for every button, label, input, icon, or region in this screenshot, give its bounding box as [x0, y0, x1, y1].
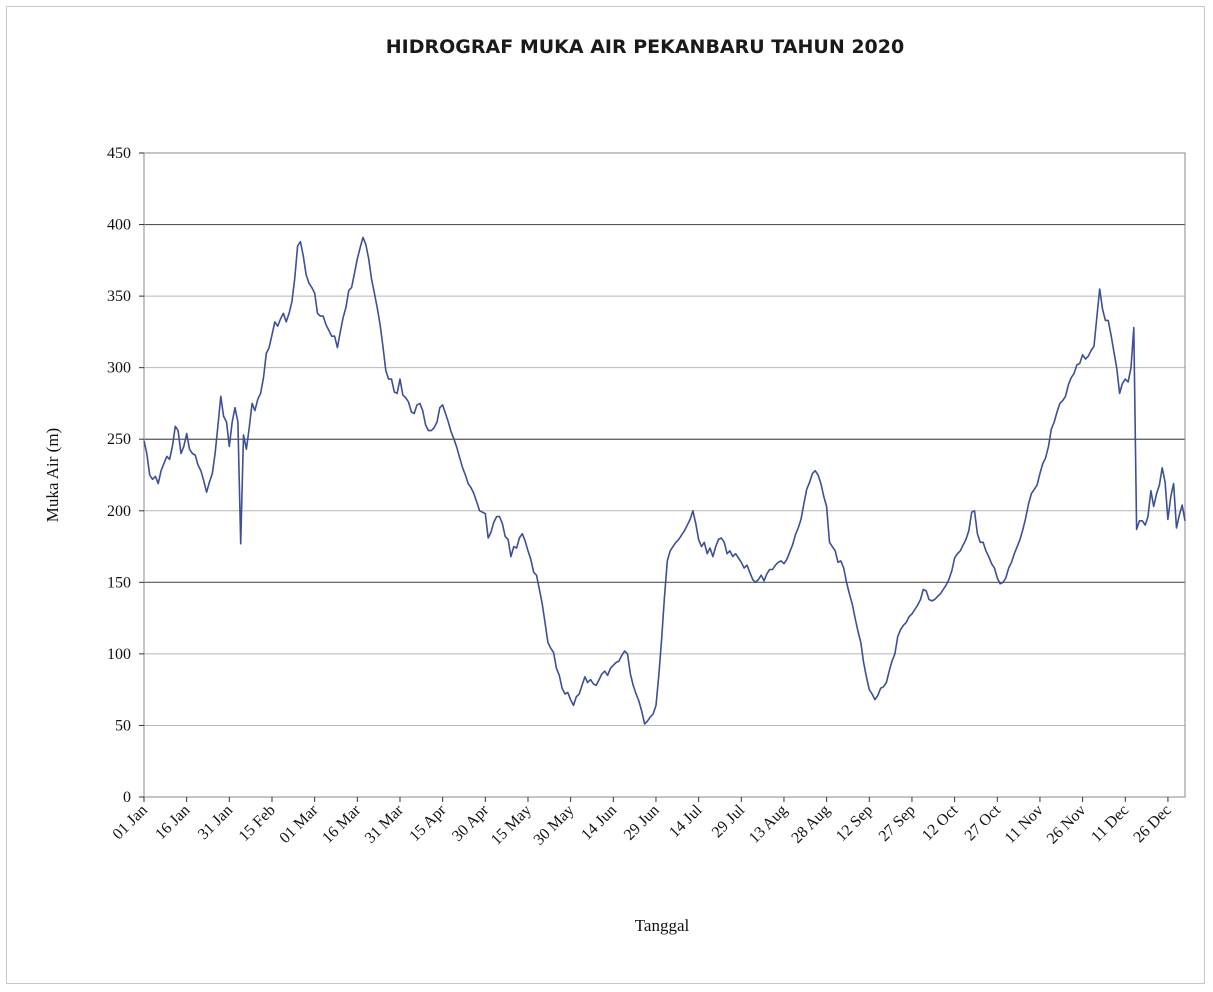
x-tick-label: 27 Sep: [876, 802, 919, 845]
x-tick-label: 28 Aug: [788, 802, 833, 847]
y-axis-title: Muka Air (m): [43, 428, 62, 522]
x-tick-label: 26 Nov: [1044, 802, 1090, 848]
chart-frame: [6, 6, 1205, 984]
x-tick-label: 31 Jan: [195, 802, 236, 843]
y-tick-label: 200: [107, 503, 131, 520]
x-tick-label: 11 Nov: [1002, 802, 1047, 847]
x-tick-label: 15 Apr: [406, 801, 450, 845]
x-tick-label: 15 Feb: [236, 802, 279, 845]
x-tick-label: 01 Mar: [276, 801, 321, 846]
series-line: [143, 236, 1186, 725]
y-tick-label: 300: [107, 360, 131, 377]
y-tick-label: 350: [107, 288, 131, 305]
x-tick-label: 11 Dec: [1088, 802, 1132, 846]
x-tick-label: 30 Apr: [449, 801, 493, 845]
x-axis-title: Tanggal: [635, 916, 690, 935]
x-tick-label: 15 May: [488, 802, 535, 849]
x-tick-label: 29 Jun: [621, 802, 663, 844]
y-tick-label: 50: [115, 717, 131, 734]
y-tick-label: 150: [107, 574, 131, 591]
x-tick-label: 13 Aug: [746, 802, 791, 847]
y-tick-label: 100: [107, 646, 131, 663]
plot-area-border: [143, 152, 1186, 798]
x-tick-label: 16 Mar: [319, 801, 364, 846]
x-tick-label: 26 Dec: [1130, 802, 1174, 846]
x-tick-label: 31 Mar: [362, 801, 407, 846]
x-tick-label: 01 Jan: [110, 802, 151, 843]
chart-title: HIDROGRAF MUKA AIR PEKANBARU TAHUN 2020: [385, 36, 905, 58]
y-tick-label: 0: [123, 789, 131, 806]
x-tick-label: 12 Sep: [833, 802, 876, 845]
x-tick-label: 16 Jan: [152, 802, 193, 843]
y-tick-label: 250: [107, 431, 131, 448]
x-tick-label: 14 Jul: [666, 801, 706, 841]
y-tick-label: 400: [107, 217, 131, 234]
series-layer: [143, 236, 1186, 725]
grid-lines: [144, 223, 1185, 726]
x-tick-label: 27 Oct: [962, 801, 1005, 844]
x-tick-label: 14 Jun: [578, 802, 620, 844]
x-tick-label: 30 May: [531, 802, 578, 849]
y-axis-ticks: 0 50 100 150 200 250 300 350 400 450: [107, 145, 144, 806]
x-tick-label: 12 Oct: [919, 801, 962, 844]
x-tick-label: 29 Jul: [709, 801, 749, 841]
y-tick-label: 450: [107, 145, 131, 162]
